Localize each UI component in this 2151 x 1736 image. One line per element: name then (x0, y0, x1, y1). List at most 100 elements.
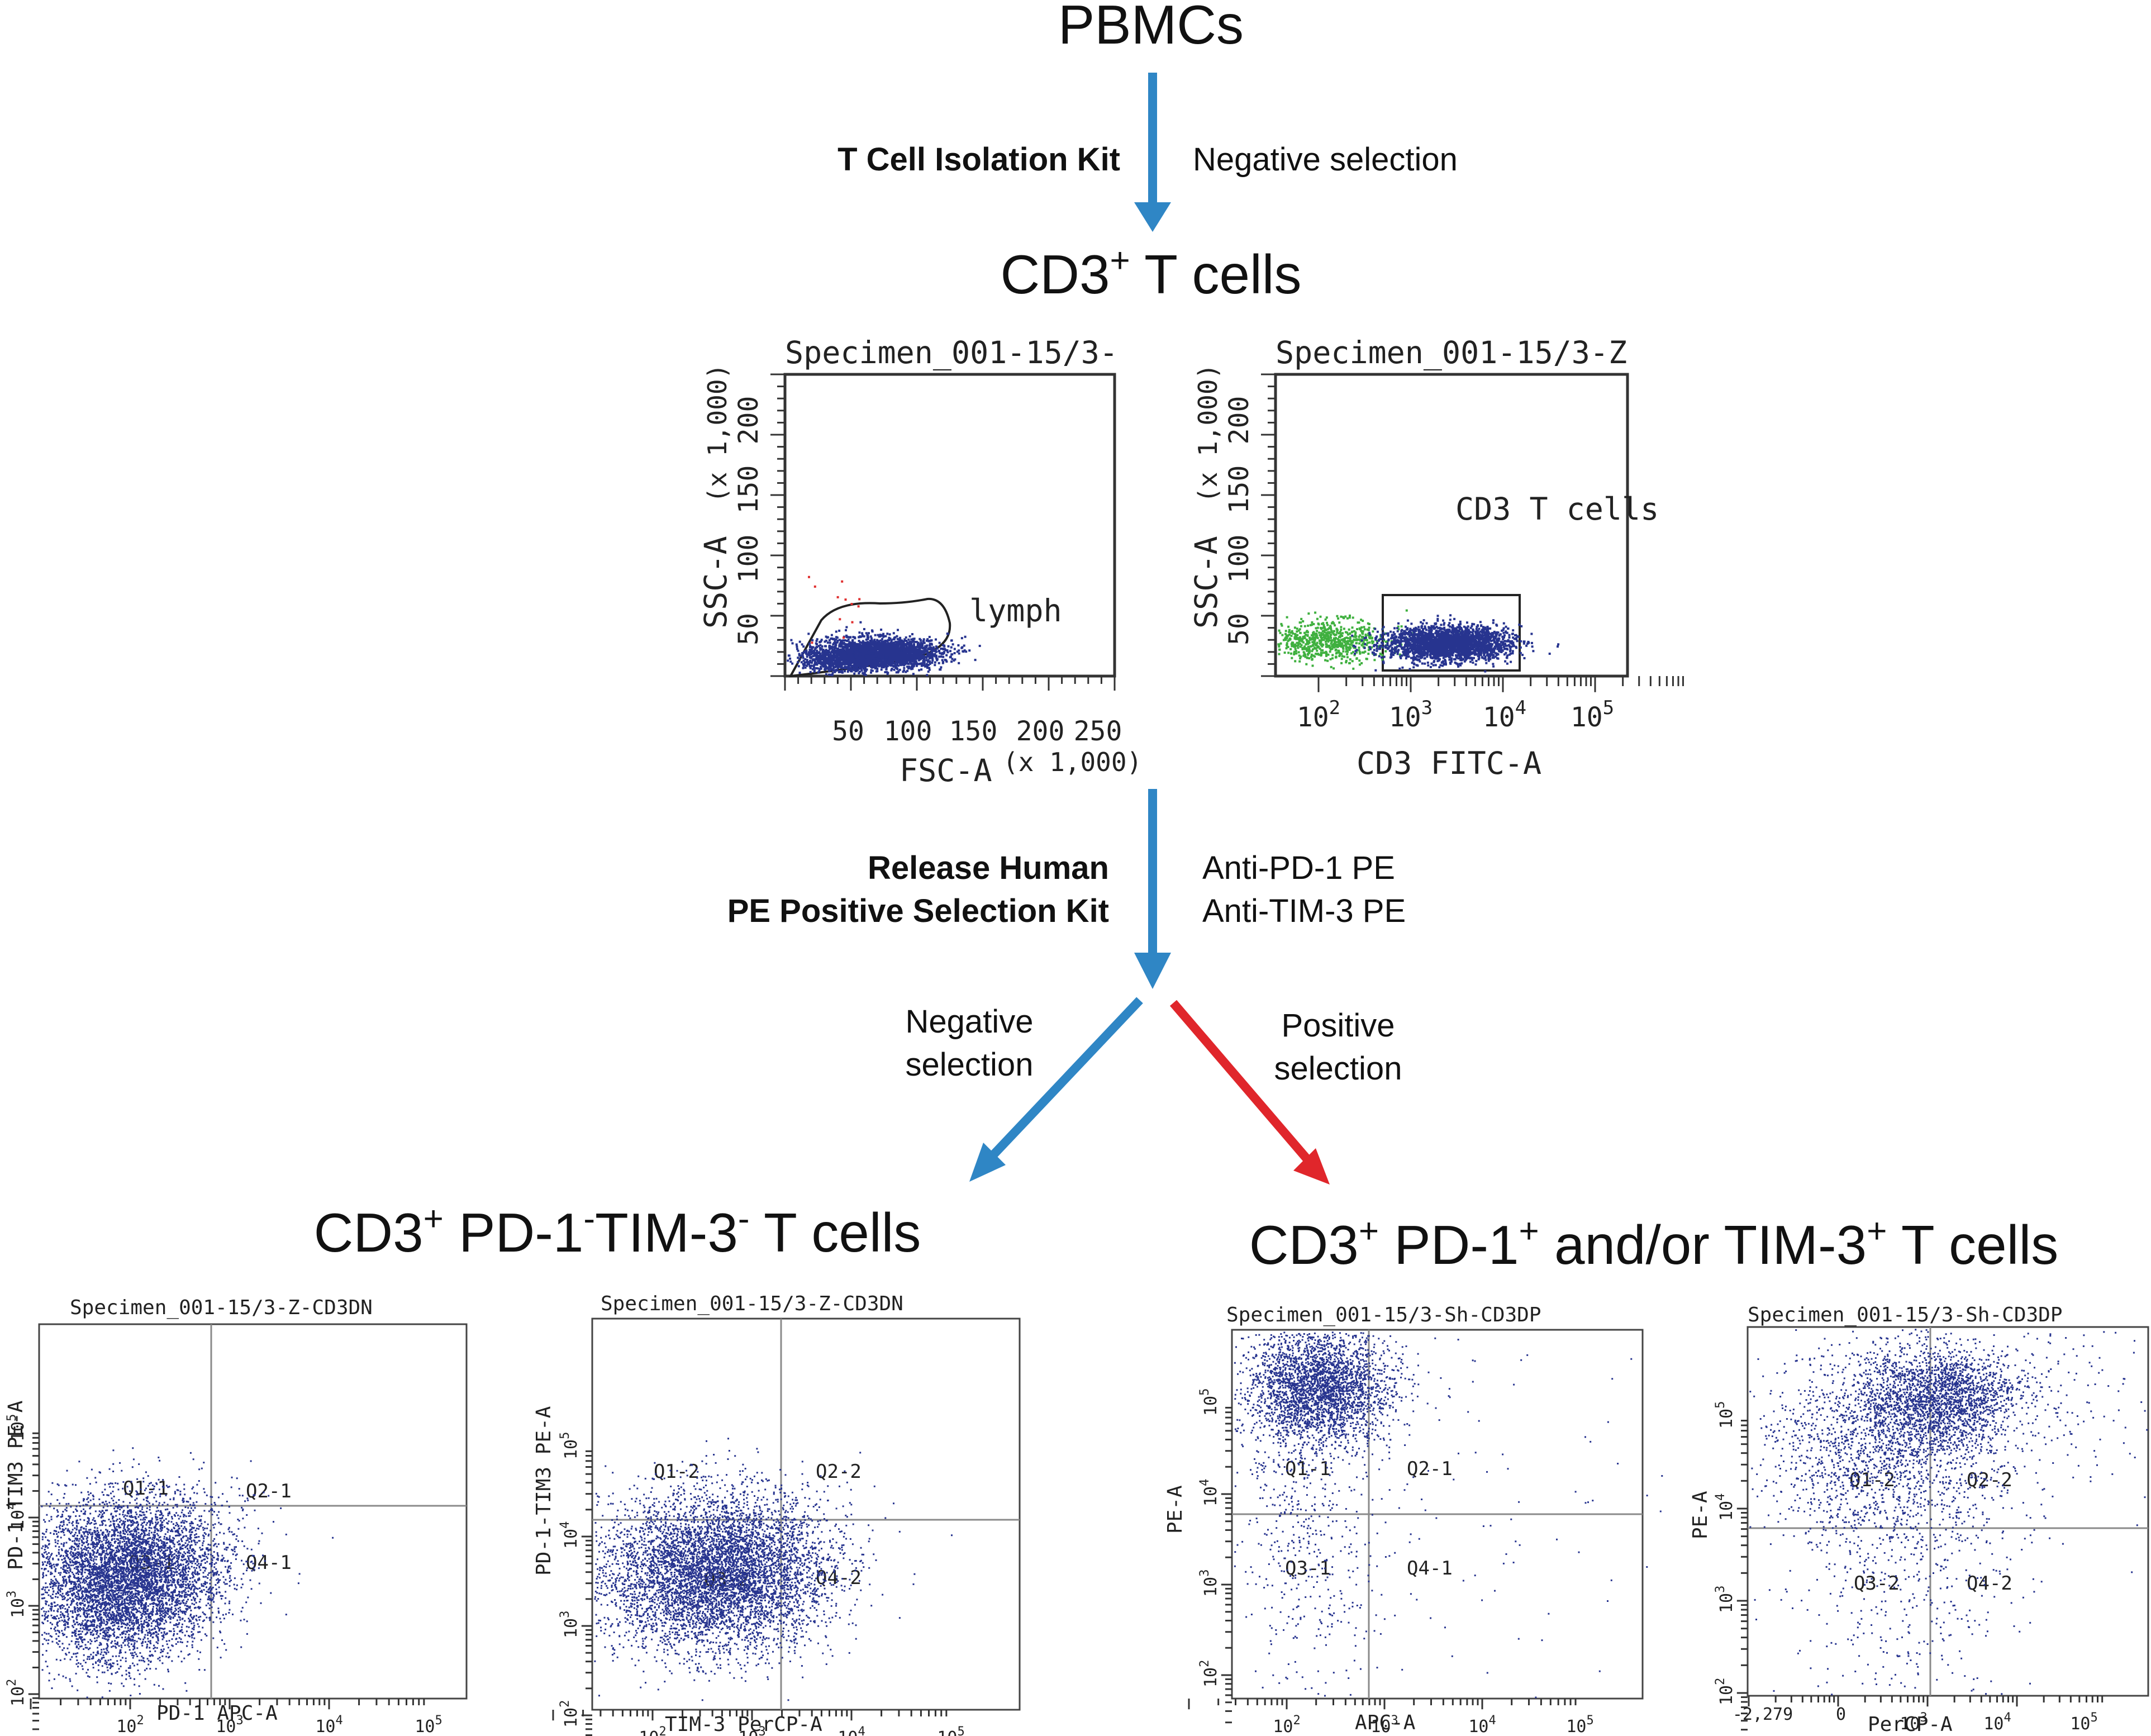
plot-frame (591, 1318, 1021, 1711)
plot5-title: Specimen_001-15/3-Sh-CD3DP (1226, 1304, 1541, 1326)
plot2-ytick-label: 150 (1224, 465, 1255, 514)
plot-fsc-ssc: Specimen_001-15/3- 50 100 150 200 250 50… (698, 335, 1142, 788)
event-cloud (789, 641, 903, 677)
xtick-label: 102 (1273, 1714, 1300, 1736)
xtick-label: 103 (216, 1714, 243, 1736)
plot2-ytick-label: 200 (1224, 396, 1255, 445)
plot2-xtick-base: 105 (1571, 697, 1614, 733)
plot2-xtick-base: 102 (1297, 697, 1340, 733)
plot1-xtick-label: 50 (832, 716, 864, 747)
axis-ticks (28, 1432, 425, 1730)
plot1-ytick-label: 200 (733, 396, 764, 445)
plot6-q2: Q2-2 (1967, 1469, 2012, 1491)
plot1-ylabel: SSC-A (698, 536, 734, 629)
plot5-q4: Q4-1 (1407, 1557, 1453, 1580)
negative-population-title: CD3+ PD-1-TIM-3- T cells (314, 1200, 921, 1263)
xtick-label: 105 (1566, 1714, 1593, 1736)
event-cloud (1806, 1329, 2070, 1489)
xtick-label: 104 (1468, 1714, 1496, 1736)
plot5-ylabel: PE-A (1164, 1485, 1187, 1534)
plot2-y-ticklabels: 50 100 150 200 250 (1224, 396, 1255, 645)
plot5-xlabel: APC-A (1355, 1711, 1416, 1734)
plot1-xlabel-scale: (x 1,000) (1003, 747, 1142, 777)
event-cloud (41, 1447, 334, 1692)
event-cloud (1249, 1339, 1663, 1699)
ytick-label: 105 (558, 1432, 581, 1459)
plot3-title: Specimen_001-15/3-Z-CD3DN (70, 1296, 373, 1319)
ytick-label: 104 (1198, 1479, 1221, 1506)
plot4-q2: Q2-2 (816, 1461, 862, 1483)
plot4-ylabel: PD-1-TIM3 PE-A (532, 1406, 555, 1576)
plot2-ytick-label: 50 (1224, 613, 1255, 645)
antibody-tim3: Anti-TIM-3 PE (1202, 893, 1406, 929)
plot1-ytick-label: 100 (733, 535, 764, 583)
plot2-ylabel-scale: (x 1,000) (1193, 364, 1223, 503)
plot1-events (787, 576, 981, 677)
arrow-negative-branch (969, 997, 1143, 1182)
plot1-xtick-label: 100 (884, 716, 932, 747)
plot1-xtick-label: 250 (1074, 716, 1122, 747)
arrow-pbmc-to-cd3 (1134, 73, 1171, 232)
plot2-ylabel: SSC-A (1188, 536, 1224, 629)
plot1-ylabel-scale: (x 1,000) (702, 364, 732, 503)
plot6-xlabel: PerCP-A (1868, 1713, 1953, 1736)
kit2-line1: Release Human (868, 850, 1109, 886)
ytick-label: 104 (558, 1521, 581, 1549)
xtick-label: 0 (1836, 1705, 1846, 1724)
ytick-label: 104 (1714, 1494, 1736, 1521)
plot1-xtick-label: 150 (949, 716, 998, 747)
event-cloud (731, 1470, 844, 1597)
plot6-q3: Q3-2 (1854, 1572, 1900, 1595)
plot3-xlabel: PD-1 APC-A (156, 1702, 278, 1725)
event-cloud (594, 1438, 953, 1701)
plot6-q4: Q4-2 (1967, 1572, 2012, 1595)
antibody-pd1: Anti-PD-1 PE (1202, 850, 1395, 886)
xtick-label: 105 (937, 1725, 964, 1736)
negative-label-2: selection (906, 1047, 1034, 1083)
positive-population-title: CD3+ PD-1+ and/or TIM-3+ T cells (1249, 1212, 2058, 1276)
plot1-x-ticklabels: 50 100 150 200 250 (832, 716, 1122, 747)
axis-ticks (1736, 1420, 2104, 1731)
xtick-label: 104 (315, 1714, 342, 1736)
ytick-label: 102 (5, 1679, 28, 1706)
ytick-label: 102 (1198, 1660, 1221, 1687)
positive-label-2: selection (1274, 1050, 1402, 1087)
plot2-events (1277, 609, 1560, 673)
plot-pe-percp-positive: Specimen_001-15/3-Sh-CD3DP PerCP-A PE-A … (1689, 1304, 2149, 1736)
plot2-ytick-label: 100 (1224, 535, 1255, 583)
xtick-label: 103 (1900, 1711, 1927, 1734)
ytick-label: 102 (1714, 1678, 1736, 1705)
ytick-label: 102 (558, 1700, 581, 1728)
plot1-y-ticklabels: 50 100 150 200 250 (733, 396, 764, 645)
plot4-q4: Q4-2 (816, 1567, 862, 1589)
xtick-label: 105 (2070, 1711, 2097, 1734)
plot1-xtick-label: 200 (1016, 716, 1065, 747)
xtick-label: 102 (116, 1714, 144, 1736)
plot-frame (38, 1323, 468, 1700)
cd3-title: CD3+ T cells (1000, 241, 1301, 305)
xtick-label: 105 (415, 1714, 442, 1736)
plot-pd1-negative: Specimen_001-15/3-Z-CD3DN PD-1 APC-A PD-… (4, 1296, 468, 1736)
ytick-label: 103 (558, 1611, 581, 1638)
plot6-title: Specimen_001-15/3-Sh-CD3DP (1748, 1304, 2063, 1326)
plot4-q1: Q1-2 (654, 1461, 699, 1483)
xtick-label: 102 (639, 1725, 666, 1736)
axis-ticks (1188, 1406, 1577, 1724)
plot2-xtick-base: 104 (1483, 697, 1526, 733)
plot3-ylabel: PD-1-TIM3 PE-A (4, 1400, 27, 1570)
plot2-title: Specimen_001-15/3-Z (1276, 335, 1627, 370)
plot6-ylabel: PE-A (1689, 1491, 1712, 1539)
plot2-x-ticklabels: 102 103 104 105 (1297, 697, 1614, 733)
plot2-xtick-base: 103 (1389, 697, 1433, 733)
xtick-label: -2,279 (1733, 1705, 1793, 1724)
plot-cd3-fitc: Specimen_001-15/3-Z 50 100 150 200 250 1… (1188, 335, 1684, 781)
ytick-label: 103 (1198, 1569, 1221, 1597)
plot-tim3-negative: Specimen_001-15/3-Z-CD3DN TIM-3 PerCP-A … (532, 1292, 1021, 1736)
isolation-kit-label: T Cell Isolation Kit (837, 141, 1120, 178)
event-cloud (1277, 609, 1461, 670)
plot1-ytick-label: 50 (733, 613, 764, 645)
xtick-label: 104 (837, 1725, 865, 1736)
cd3-gate-label: CD3 T cells (1455, 491, 1659, 527)
lymph-gate-label: lymph (969, 593, 1062, 629)
